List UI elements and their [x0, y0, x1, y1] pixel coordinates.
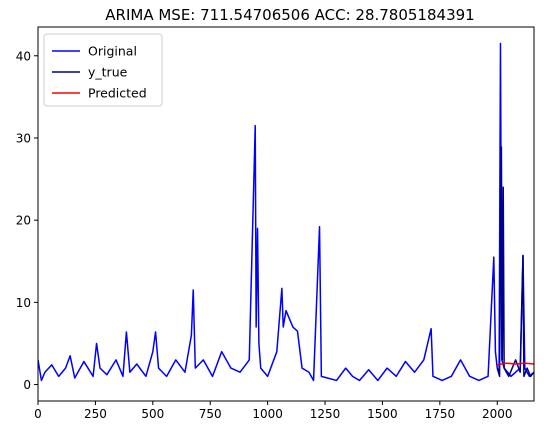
- x-tick-label: 0: [34, 407, 42, 421]
- x-tick-label: 1000: [252, 407, 283, 421]
- x-tick-label: 1500: [367, 407, 398, 421]
- y-tick-label: 10: [16, 296, 31, 310]
- legend-label-predicted: Predicted: [88, 86, 147, 101]
- x-tick-label: 1250: [310, 407, 341, 421]
- legend-label-y-true: y_true: [88, 65, 128, 80]
- legend-box: [43, 33, 163, 107]
- series-line-predicted: [497, 362, 534, 366]
- legend-label-original: Original: [88, 44, 137, 59]
- chart-title: ARIMA MSE: 711.54706506 ACC: 28.78051843…: [105, 6, 474, 24]
- x-tick-label: 1750: [425, 407, 456, 421]
- y-axis: 0 10 20 30 40: [16, 49, 38, 392]
- y-tick-label: 30: [16, 131, 31, 145]
- y-tick-label: 20: [16, 214, 31, 228]
- series-line-y-true: [496, 146, 534, 378]
- plot-frame: [37, 26, 535, 402]
- x-tick-label: 500: [141, 407, 164, 421]
- y-tick-label: 40: [16, 49, 31, 63]
- series-line-original: [38, 42, 534, 382]
- y-tick-label: 0: [23, 378, 31, 392]
- x-axis: 0 250 500 750 1000 1250 1500 1750 2000: [34, 401, 513, 421]
- x-tick-label: 2000: [482, 407, 513, 421]
- x-tick-label: 750: [199, 407, 222, 421]
- x-tick-label: 250: [84, 407, 107, 421]
- legend: Original y_true Predicted: [43, 33, 163, 107]
